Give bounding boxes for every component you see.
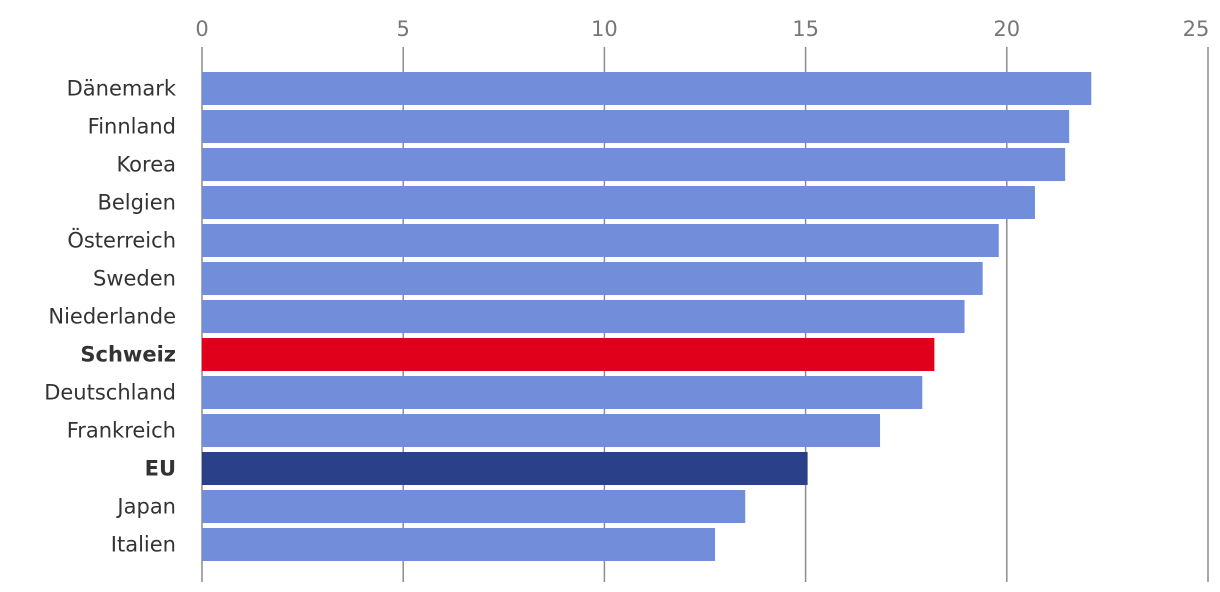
x-tick-label: 5 (397, 17, 410, 41)
bar-italien (202, 528, 716, 561)
x-tick-label: 20 (993, 17, 1020, 41)
category-label: Belgien (97, 191, 176, 215)
x-tick-label: 15 (792, 17, 819, 41)
bar-niederlande (202, 300, 965, 333)
x-tick-label: 0 (195, 17, 208, 41)
category-label: Deutschland (44, 381, 176, 405)
x-tick-label: 25 (1183, 17, 1210, 41)
category-label: EU (145, 457, 176, 481)
bar-korea (202, 148, 1066, 181)
bar-eu (202, 452, 808, 485)
category-label-layer: Dänemark Finnland Korea Belgien Österreich Sw… (44, 77, 177, 557)
category-label: Japan (115, 495, 176, 519)
bar-d-nemark (202, 72, 1092, 105)
bar-finnland (202, 110, 1070, 143)
bar-belgien (202, 186, 1035, 219)
bar-sweden (202, 262, 983, 295)
bar-deutschland (202, 376, 923, 409)
category-label: Österreich (67, 228, 176, 253)
x-tick-label: 10 (591, 17, 618, 41)
category-label: Niederlande (48, 305, 176, 329)
category-label: Italien (111, 533, 176, 557)
bar-japan (202, 490, 746, 523)
category-label: Dänemark (67, 77, 177, 101)
category-label: Korea (116, 153, 176, 177)
bar-layer (202, 72, 1092, 561)
category-label: Schweiz (80, 343, 176, 367)
category-label: Frankreich (67, 419, 176, 443)
bar-frankreich (202, 414, 881, 447)
tick-label-layer: 0 5 10 15 20 25 (195, 17, 1209, 41)
category-label: Sweden (93, 267, 176, 291)
category-label: Finnland (88, 115, 176, 139)
bar--sterreich (202, 224, 999, 257)
bar-schweiz (202, 338, 935, 371)
